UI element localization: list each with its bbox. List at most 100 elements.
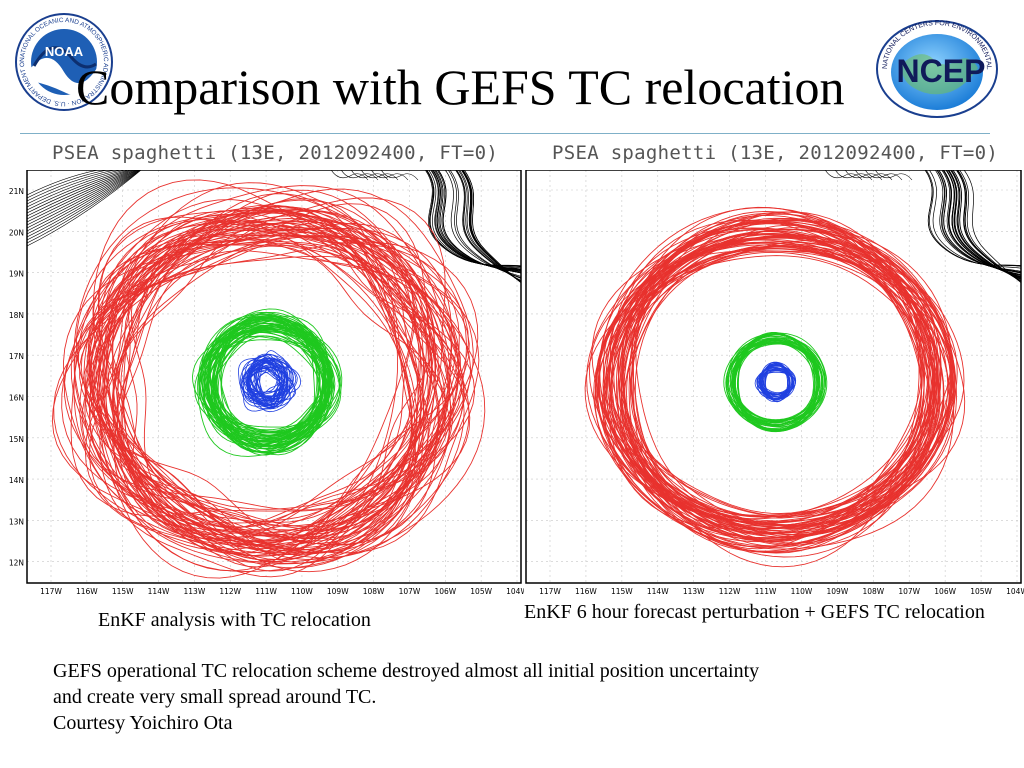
black-contour-line (27, 170, 137, 223)
black-contour-line (27, 170, 117, 202)
blue-contour-line (245, 362, 289, 400)
lon-label: 112W (219, 587, 241, 596)
green-contour-line (194, 318, 336, 434)
left-lat-labels: 21N 20N 19N 18N 17N 16N 15N 14N 13N 12N (9, 187, 24, 568)
blue-contour-line (759, 363, 793, 402)
black-contour-line (27, 170, 141, 238)
blue-contour-line (248, 359, 280, 393)
green-contour-line (200, 317, 331, 433)
right-black-contours (824, 170, 1021, 284)
green-contour-line (197, 316, 330, 457)
red-contour-line (63, 238, 465, 559)
lon-label: 116W (575, 587, 597, 596)
red-contour-line (99, 222, 422, 578)
blue-contour-line (756, 365, 796, 401)
black-contour-line (430, 170, 521, 270)
green-contour-line (204, 330, 330, 437)
lat-label: 16N (9, 394, 24, 403)
right-caption: EnKF 6 hour forecast perturbation + GEFS… (524, 601, 985, 623)
black-contour-line (936, 170, 1021, 273)
lon-label: 115W (611, 587, 633, 596)
red-contour-line (79, 239, 452, 544)
slide-title: Comparison with GEFS TC relocation (76, 59, 845, 115)
black-contour-line (27, 170, 123, 205)
black-contour-line (952, 170, 1021, 280)
red-contour-line (607, 237, 923, 524)
black-contour-line (27, 170, 142, 244)
red-contour-line (103, 182, 425, 542)
red-contour-line (609, 247, 925, 527)
blue-contour-line (253, 364, 291, 409)
left-plot-title: PSEA spaghetti (13E, 2012092400, FT=0) (52, 142, 499, 164)
lon-label: 115W (112, 587, 134, 596)
black-contour-line (844, 170, 883, 181)
black-contour-line (950, 170, 1021, 280)
black-contour-line (457, 170, 521, 282)
black-contour-line (963, 170, 1021, 284)
green-contour-line (220, 311, 329, 449)
note-line: Courtesy Yoichiro Ota (53, 712, 233, 734)
black-contour-line (454, 170, 521, 281)
lon-label: 108W (363, 587, 385, 596)
lon-label: 112W (719, 587, 741, 596)
black-contour-line (955, 170, 1021, 282)
black-contour-line (834, 170, 873, 181)
black-contour-line (426, 170, 521, 268)
red-contour-line (100, 222, 486, 565)
black-contour-line (854, 170, 893, 181)
blue-contour-line (760, 369, 791, 395)
black-contour-line (462, 170, 521, 283)
black-contour-line (360, 170, 399, 181)
black-contour-line (433, 170, 521, 272)
black-contour-line (934, 170, 1021, 272)
red-contour-line (626, 213, 932, 546)
lon-label: 109W (827, 587, 849, 596)
black-contour-line (463, 170, 521, 284)
lon-label: 107W (898, 587, 920, 596)
green-contour-line (727, 342, 823, 423)
lon-label: 105W (970, 587, 992, 596)
black-contour-line (27, 170, 140, 232)
blue-contour-line (764, 362, 788, 400)
red-contour-line (53, 209, 416, 556)
red-contour-line (81, 211, 476, 511)
black-contour-line (27, 170, 100, 196)
ncep-logo: NCEP NATIONAL CENTERS FOR ENVIRONMENTAL … (870, 14, 998, 118)
lon-label: 111W (255, 587, 277, 596)
lon-label: 107W (399, 587, 421, 596)
black-contour-line (27, 170, 133, 214)
black-contour-line (432, 170, 521, 271)
black-contour-line (958, 170, 1021, 283)
left-caption: EnKF analysis with TC relocation (98, 609, 371, 631)
black-contour-line (436, 170, 521, 273)
lon-label: 108W (862, 587, 884, 596)
note-text: GEFS operational TC relocation scheme de… (53, 658, 993, 736)
black-contour-line (444, 170, 521, 277)
lat-label: 20N (9, 228, 24, 237)
right-red-contours (584, 206, 966, 568)
black-contour-line (460, 170, 521, 283)
black-contour-line (924, 170, 1021, 267)
red-contour-line (631, 235, 922, 538)
black-contour-line (936, 170, 1021, 273)
black-contour-line (945, 170, 1021, 278)
lat-label: 13N (9, 517, 24, 526)
blue-contour-line (248, 359, 298, 402)
left-black-contours (27, 170, 521, 284)
lon-label: 113W (184, 587, 206, 596)
red-contour-line (598, 248, 936, 518)
left-plot-frame (26, 170, 522, 584)
green-contour-line (730, 333, 821, 432)
red-contour-line (84, 198, 411, 572)
black-contour-line (434, 170, 521, 272)
left-green-contours (192, 308, 343, 457)
blue-contour-line (765, 369, 791, 397)
black-contour-line (27, 170, 139, 229)
title-divider (20, 133, 990, 134)
lon-label: 106W (934, 587, 956, 596)
red-contour-line (75, 209, 414, 554)
black-contour-line (425, 170, 521, 267)
black-contour-line (925, 170, 1021, 267)
right-plot-title: PSEA spaghetti (13E, 2012092400, FT=0) (552, 142, 999, 164)
black-contour-line (449, 170, 521, 279)
